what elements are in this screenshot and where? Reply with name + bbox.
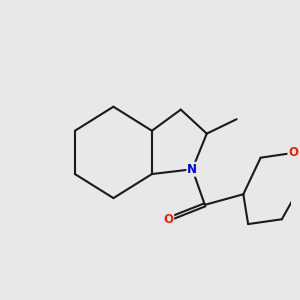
- Text: N: N: [187, 163, 197, 176]
- Text: O: O: [163, 213, 173, 226]
- Text: O: O: [288, 146, 298, 159]
